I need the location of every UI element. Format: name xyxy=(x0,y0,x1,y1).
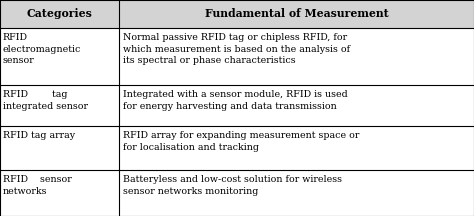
Bar xyxy=(0,0,119,28)
Bar xyxy=(119,0,474,28)
Text: Fundamental of Measurement: Fundamental of Measurement xyxy=(205,8,389,19)
Text: RFID    sensor
networks: RFID sensor networks xyxy=(3,175,72,196)
Text: Integrated with a sensor module, RFID is used
for energy harvesting and data tra: Integrated with a sensor module, RFID is… xyxy=(123,90,348,111)
Text: RFID        tag
integrated sensor: RFID tag integrated sensor xyxy=(3,90,88,111)
Text: RFID array for expanding measurement space or
for localisation and tracking: RFID array for expanding measurement spa… xyxy=(123,132,360,152)
Text: RFID
electromagnetic
sensor: RFID electromagnetic sensor xyxy=(3,33,81,65)
Text: Categories: Categories xyxy=(27,8,92,19)
Text: RFID tag array: RFID tag array xyxy=(3,132,75,140)
Text: Batteryless and low-cost solution for wireless
sensor networks monitoring: Batteryless and low-cost solution for wi… xyxy=(123,175,342,196)
Text: Normal passive RFID tag or chipless RFID, for
which measurement is based on the : Normal passive RFID tag or chipless RFID… xyxy=(123,33,350,65)
